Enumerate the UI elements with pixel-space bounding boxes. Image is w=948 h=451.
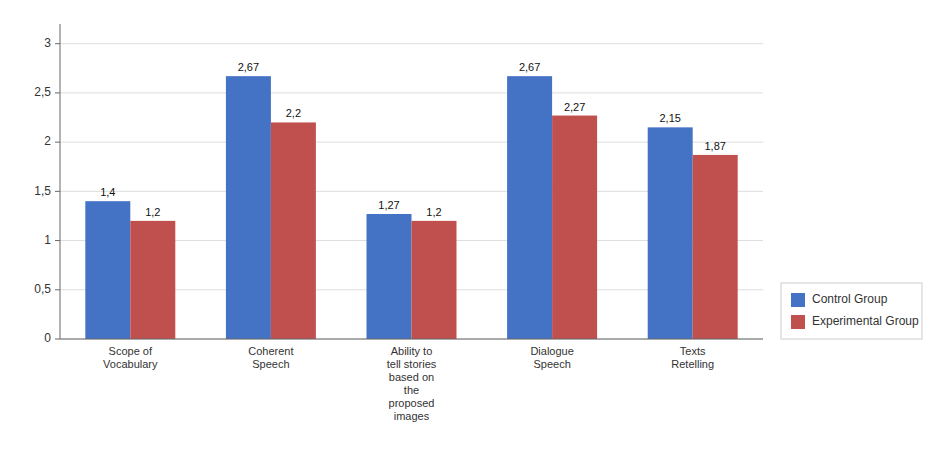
category-label: TextsRetelling — [671, 345, 714, 370]
data-label: 2,67 — [238, 61, 259, 73]
grid-line — [60, 43, 763, 44]
data-labels: 1,4 2,67 1,27 2,67 2,15 1,2 2,2 1,2 2,27 1,87 — [100, 61, 726, 218]
bar — [85, 201, 130, 339]
data-label: 2,15 — [659, 112, 680, 124]
data-label: 2,67 — [519, 61, 540, 73]
data-label: 1,27 — [378, 199, 399, 211]
bar — [367, 214, 412, 339]
tick-label: 0 — [44, 331, 51, 345]
legend-label: Control Group — [812, 292, 888, 306]
grid-line — [60, 339, 763, 340]
data-label: 1,2 — [426, 206, 441, 218]
tick-label: 2,5 — [34, 85, 51, 99]
chart: 00,511,522,531,42,671,272,672,151,22,21,… — [0, 0, 948, 451]
legend-frame — [781, 283, 922, 339]
legend: Control Group Experimental Group — [781, 283, 922, 339]
bar — [507, 76, 552, 339]
tick-mark — [55, 289, 60, 290]
y-axis-line — [60, 24, 61, 339]
tick-mark — [55, 43, 60, 44]
bar — [552, 116, 597, 339]
data-label: 1,4 — [100, 186, 115, 198]
legend-label: Experimental Group — [812, 314, 919, 328]
tick-mark — [55, 240, 60, 241]
data-label: 1,87 — [704, 140, 725, 152]
bar — [271, 122, 316, 339]
y-axis: 0 0,5 1 1,5 2 2,5 3 — [34, 36, 60, 345]
grid-line — [60, 92, 763, 93]
chart-container: 00,511,522,531,42,671,272,672,151,22,21,… — [0, 0, 948, 451]
tick-label: 1,5 — [34, 184, 51, 198]
data-label: 2,2 — [286, 107, 301, 119]
grid — [60, 44, 763, 339]
tick-label: 0,5 — [34, 282, 51, 296]
data-label: 2,27 — [564, 101, 585, 113]
x-axis: Scope ofVocabulary CoherentSpeech Ability … — [103, 345, 714, 422]
category-label: Ability totell storiesbased onthepropose… — [387, 345, 437, 422]
tick-label: 2 — [44, 134, 51, 148]
tick-mark — [55, 339, 60, 340]
legend-swatch — [791, 293, 805, 307]
category-label: DialogueSpeech — [530, 345, 573, 370]
category-label: Scope ofVocabulary — [103, 345, 158, 370]
x-axis-line — [60, 339, 763, 340]
tick-mark — [55, 191, 60, 192]
tick-label: 1 — [44, 233, 51, 247]
bar — [130, 221, 175, 339]
bar — [693, 155, 738, 339]
tick-label: 3 — [44, 36, 51, 50]
bars — [85, 76, 737, 339]
category-label: CoherentSpeech — [248, 345, 293, 370]
legend-swatch — [791, 315, 805, 329]
bar — [412, 221, 457, 339]
bar — [648, 127, 693, 339]
tick-mark — [55, 92, 60, 93]
tick-mark — [55, 142, 60, 143]
data-label: 1,2 — [145, 206, 160, 218]
bar — [226, 76, 271, 339]
